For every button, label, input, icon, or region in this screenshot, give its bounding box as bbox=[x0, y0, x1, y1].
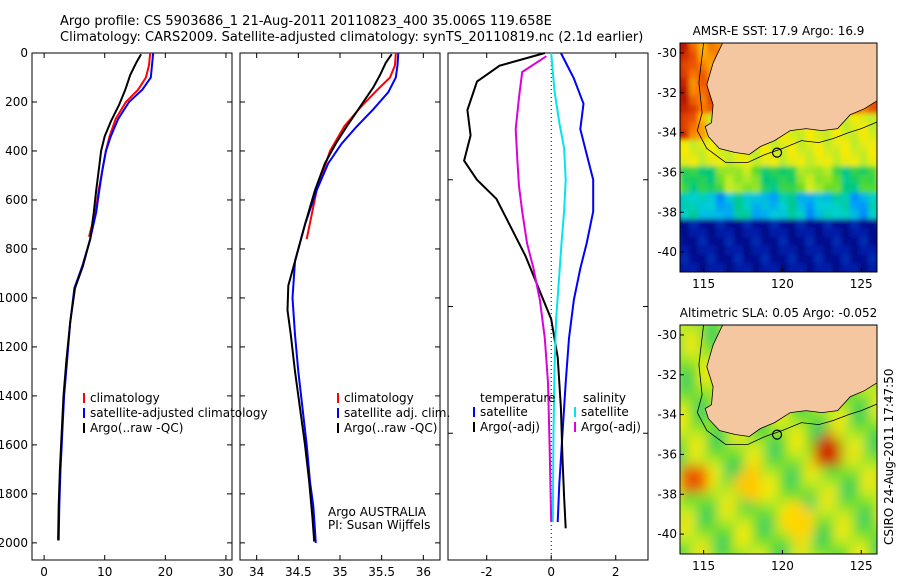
y-tick-label: -36 bbox=[657, 447, 677, 461]
legend-entry: Argo(-adj) bbox=[581, 420, 641, 434]
series-line-salinity-satellite bbox=[550, 52, 567, 523]
argo-annotation: PI: Susan Wijffels bbox=[328, 518, 430, 532]
y-tick-label: 800 bbox=[5, 242, 28, 256]
x-tick-label: 125 bbox=[850, 559, 873, 573]
series-line-temperature-satellite bbox=[556, 52, 595, 523]
legend-entry: satellite bbox=[480, 405, 528, 419]
y-tick-label: 400 bbox=[5, 144, 28, 158]
x-tick-label: 120 bbox=[771, 559, 794, 573]
legend-entry: climatology bbox=[344, 391, 414, 405]
x-tick-label: 120 bbox=[771, 277, 794, 291]
side-label: CSIRO 24-Aug-2011 17:47:50 bbox=[882, 369, 896, 545]
y-tick-label: -32 bbox=[657, 368, 677, 382]
argo-annotation: Argo AUSTRALIA bbox=[328, 505, 427, 519]
x-tick-label: 36 bbox=[416, 565, 431, 579]
argo-position-marker bbox=[771, 429, 783, 440]
y-tick-label: -32 bbox=[657, 86, 677, 100]
y-tick-label: 600 bbox=[5, 193, 28, 207]
x-tick-label: 115 bbox=[692, 559, 715, 573]
difference-legend: temperature salinitysatelliteArgo(-adj)sa… bbox=[473, 391, 641, 434]
x-tick-label: 34 bbox=[249, 565, 264, 579]
legend-entry: Argo(..raw -QC) bbox=[90, 421, 183, 435]
land bbox=[704, 325, 877, 437]
x-tick-label: 0 bbox=[547, 565, 555, 579]
series-line-temperature-argo-adj- bbox=[463, 52, 567, 529]
legend-entry: climatology bbox=[90, 391, 160, 405]
y-tick-label: -38 bbox=[657, 205, 677, 219]
x-tick-label: 2 bbox=[612, 565, 620, 579]
legend-entry: satellite bbox=[581, 405, 629, 419]
title-line-2: Climatology: CARS2009. Satellite-adjuste… bbox=[60, 30, 644, 45]
field bbox=[680, 325, 877, 554]
series-line-argo-raw-qc- bbox=[57, 53, 142, 541]
shelf-contour bbox=[696, 325, 877, 445]
legend-entry: satellite adj. clim. bbox=[344, 406, 450, 420]
series-line-argo-raw-qc- bbox=[286, 53, 393, 542]
y-tick-label: 0 bbox=[20, 46, 28, 60]
x-tick-label: 20 bbox=[158, 565, 173, 579]
y-tick-label: 200 bbox=[5, 95, 28, 109]
legend-entry: satellite-adjusted climatology bbox=[90, 406, 268, 420]
legend-heading: salinity bbox=[583, 391, 626, 405]
map-title: Altimetric SLA: 0.05 Argo: -0.052 bbox=[680, 306, 877, 320]
y-tick-label: 1600 bbox=[0, 438, 28, 452]
legend-entry: Argo(-adj) bbox=[480, 420, 540, 434]
sst-map: 115 120 125 -30 -32 -34 -36 -38 -40 AMSR-E SST: 1… bbox=[657, 24, 878, 291]
y-tick-label: -38 bbox=[657, 487, 677, 501]
x-tick-label: 30 bbox=[218, 565, 233, 579]
shelf-contour bbox=[696, 43, 877, 163]
y-tick-label: 2000 bbox=[0, 536, 28, 550]
y-tick-label: 1400 bbox=[0, 389, 28, 403]
y-tick-label: 1000 bbox=[0, 291, 28, 305]
series-line-climatology bbox=[88, 52, 152, 237]
x-tick-label: 34.5 bbox=[285, 565, 312, 579]
field bbox=[680, 43, 877, 272]
argo-position-marker bbox=[771, 147, 783, 158]
y-tick-label: -36 bbox=[657, 165, 677, 179]
x-tick-label: 125 bbox=[850, 277, 873, 291]
y-tick-label: -34 bbox=[657, 408, 677, 422]
y-tick-label: 1800 bbox=[0, 487, 28, 501]
x-tick-label: 0 bbox=[40, 565, 48, 579]
series-line-climatology bbox=[305, 52, 397, 240]
legend-heading: temperature bbox=[480, 391, 555, 405]
temperature-profile-panel: 0102030temperature0200400600800100012001… bbox=[0, 46, 234, 580]
y-tick-label: -30 bbox=[657, 328, 677, 342]
sla-map: 115 120 125 -30 -32 -34 -36 -38 -40 Altimetric SL… bbox=[657, 306, 878, 573]
y-tick-label: -40 bbox=[657, 527, 677, 541]
x-tick-label: -2 bbox=[481, 565, 493, 579]
difference-profile-panel: -202difference from climatology bbox=[447, 52, 649, 580]
x-tick-label: 35.5 bbox=[368, 565, 395, 579]
map-frame bbox=[679, 42, 878, 273]
x-tick-label: 115 bbox=[692, 277, 715, 291]
axes-frame bbox=[31, 52, 233, 561]
y-tick-label: 1200 bbox=[0, 340, 28, 354]
title-line-1: Argo profile: CS 5903686_1 21-Aug-2011 2… bbox=[60, 14, 552, 29]
map-frame bbox=[679, 324, 878, 555]
x-tick-label: 10 bbox=[97, 565, 112, 579]
map-title: AMSR-E SST: 17.9 Argo: 16.9 bbox=[693, 24, 865, 38]
y-tick-label: -40 bbox=[657, 245, 677, 259]
land bbox=[704, 43, 877, 155]
y-tick-label: -34 bbox=[657, 126, 677, 140]
x-tick-label: 35 bbox=[332, 565, 347, 579]
y-tick-label: -30 bbox=[657, 46, 677, 60]
axes-frame bbox=[447, 52, 649, 561]
axes-frame bbox=[239, 52, 441, 561]
series-line-salinity-argo-adj- bbox=[514, 55, 553, 523]
legend-entry: Argo(..raw -QC) bbox=[344, 421, 437, 435]
